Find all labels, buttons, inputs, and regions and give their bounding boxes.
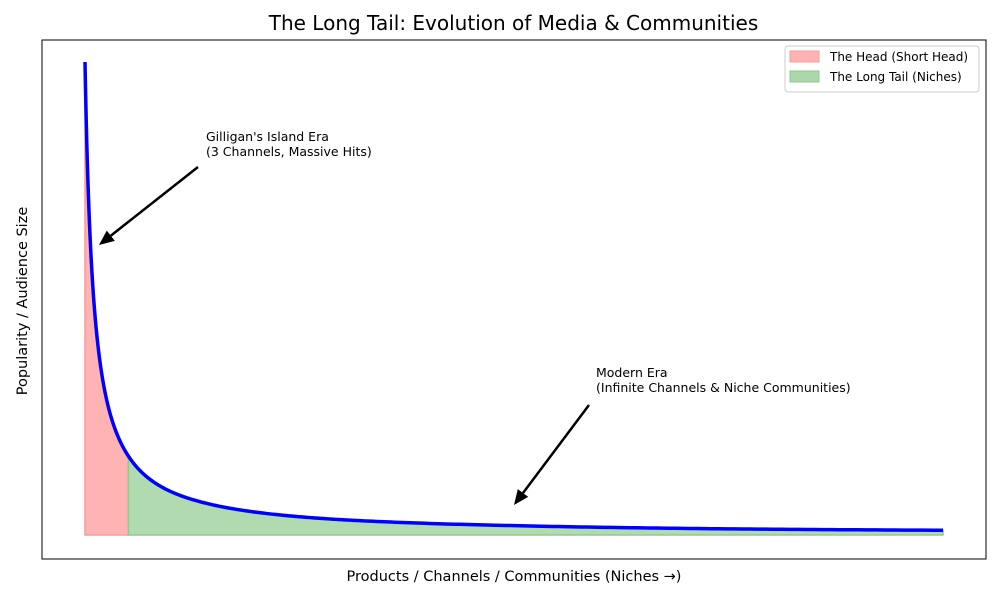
y-axis-label: Popularity / Audience Size [15,207,31,396]
annotation-2: Modern Era(Infinite Channels & Niche Com… [514,365,851,505]
chart-title: The Long Tail: Evolution of Media & Comm… [268,11,759,35]
annotations: Gilligan's Island Era(3 Channels, Massiv… [99,129,851,505]
annotation-1: Gilligan's Island Era(3 Channels, Massiv… [99,129,372,245]
annotation-1-line-1: Gilligan's Island Era [206,129,329,144]
legend-swatch-2 [789,70,820,83]
annotation-2-line-1: Modern Era [596,365,668,380]
x-axis-label: Products / Channels / Communities (Niche… [347,569,682,585]
annotation-2-line-2: (Infinite Channels & Niche Communities) [596,380,851,395]
annotation-1-arrow-shaft [110,166,199,237]
long-tail-region [127,453,944,536]
legend-label-1: The Head (Short Head) [829,50,968,64]
legend: The Head (Short Head) The Long Tail (Nich… [784,45,980,93]
plot-frame [41,39,987,560]
annotation-2-arrow-shaft [522,404,590,494]
annotation-1-arrow-head [99,230,115,245]
long-tail-curve [83,61,944,533]
legend-label-2: The Long Tail (Niches) [829,70,962,84]
head-region [84,61,130,536]
legend-box [784,45,980,93]
annotation-1-line-2: (3 Channels, Massive Hits) [206,144,372,159]
legend-swatch-1 [789,50,820,63]
curve-layer [83,61,944,533]
annotation-2-arrow-head [514,489,529,505]
